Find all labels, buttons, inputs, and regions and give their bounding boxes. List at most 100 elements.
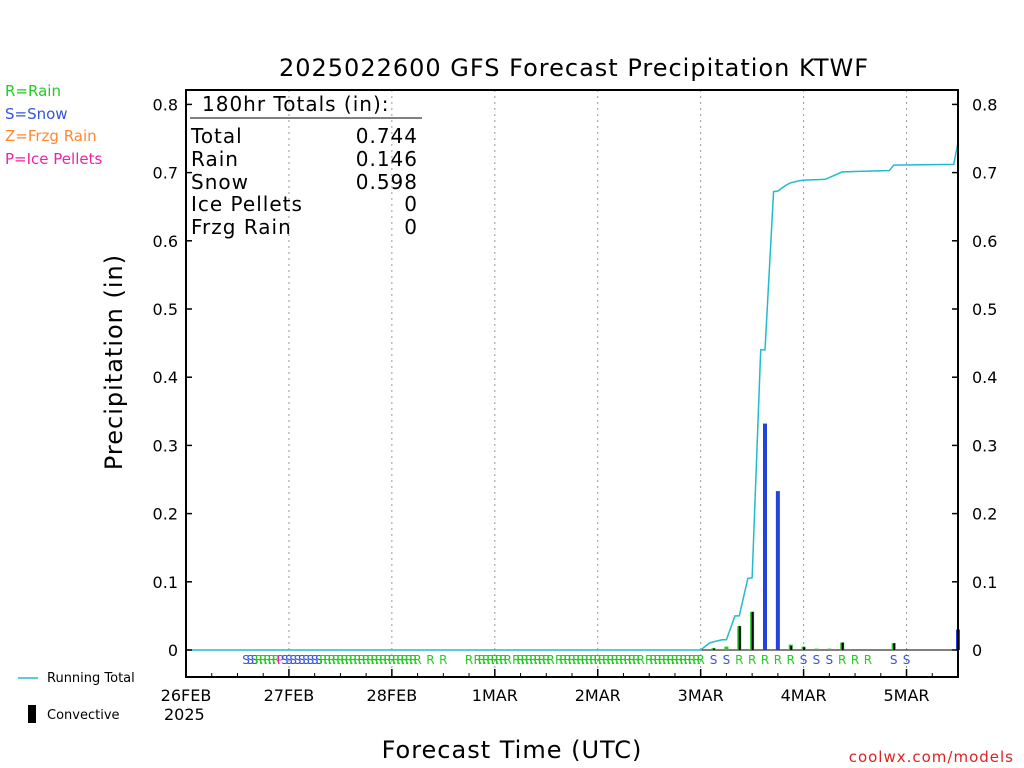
- ptype-letter: R: [388, 653, 396, 667]
- ptype-letter: R: [602, 653, 610, 667]
- ptype-letter: R: [735, 653, 743, 667]
- legend-rain: R=Rain: [5, 82, 61, 100]
- ptype-letter: P: [277, 653, 284, 667]
- ptype-letter: R: [838, 653, 846, 667]
- ptype-letter: R: [512, 653, 520, 667]
- ptype-letter: R: [495, 653, 503, 667]
- ptype-letter: S: [307, 653, 315, 667]
- totals-value-ice-pellets: 0: [404, 192, 418, 216]
- ptype-letter: R: [649, 653, 657, 667]
- precip-bar-rain: [814, 648, 819, 650]
- bar-layer: [711, 423, 960, 650]
- chart-title: 2025022600 GFS Forecast Precipitation KT…: [279, 54, 869, 82]
- ptype-letter: R: [679, 653, 687, 667]
- x-tick-label: 5MAR: [884, 686, 930, 705]
- ptype-letter: R: [632, 653, 640, 667]
- ptype-letter: R: [353, 653, 361, 667]
- y-tick-label-left: 0.1: [153, 573, 178, 592]
- ptype-letter: R: [341, 653, 349, 667]
- ptype-letter: R: [564, 653, 572, 667]
- ptype-letter: R: [319, 653, 327, 667]
- x-tick-label: 26FEB: [161, 686, 212, 705]
- ptype-letter: R: [851, 653, 859, 667]
- totals-label-snow: Snow: [191, 170, 249, 194]
- x-tick-label: 4MAR: [781, 686, 827, 705]
- y-tick-label-left: 0.8: [153, 95, 178, 114]
- ptype-letter: R: [371, 653, 379, 667]
- ptype-letter: R: [486, 653, 494, 667]
- ptype-letter: R: [684, 653, 692, 667]
- ptype-layer: SSSRRRRRPSSSSSSSSSRRRRRRRRRRRRRRRRRRRRRR…: [242, 653, 910, 667]
- ptype-letter: R: [572, 653, 580, 667]
- y-tick-label-right: 0.7: [972, 164, 997, 183]
- ptype-letter: R: [568, 653, 576, 667]
- line-layer: [186, 142, 959, 651]
- ptype-letter: R: [525, 653, 533, 667]
- ptype-letter: R: [336, 653, 344, 667]
- ptype-letter: S: [281, 653, 289, 667]
- y-tick-label-left: 0.5: [153, 300, 178, 319]
- ptype-letter: R: [581, 653, 589, 667]
- legend-freezing-rain: Z=Frzg Rain: [5, 127, 97, 145]
- convective-bar: [803, 647, 806, 650]
- ptype-letter: R: [864, 653, 872, 667]
- ptype-letter: R: [521, 653, 529, 667]
- ptype-letter: R: [671, 653, 679, 667]
- legend-convective: Convective: [47, 708, 120, 723]
- plot-frame: [185, 89, 959, 678]
- y-tick-label-right: 0.1: [972, 573, 997, 592]
- precip-bar-rain: [827, 648, 832, 650]
- y-tick-label-right: 0: [972, 641, 982, 660]
- totals-label-total: Total: [190, 124, 243, 148]
- ptype-letter: R: [263, 653, 271, 667]
- ptype-letter: R: [375, 653, 383, 667]
- running-total-line: [186, 142, 959, 651]
- y-tick-label-right: 0.8: [972, 95, 997, 114]
- ptype-letter: R: [598, 653, 606, 667]
- y-tick-label-right: 0.3: [972, 436, 997, 455]
- ptype-letter: S: [251, 653, 259, 667]
- x-year-label: 2025: [164, 705, 205, 724]
- ptype-letter: R: [666, 653, 674, 667]
- totals-header: 180hr Totals (in):: [202, 92, 390, 116]
- convective-bar: [841, 642, 844, 650]
- ptype-letter: R: [662, 653, 670, 667]
- ptype-letter: R: [323, 653, 331, 667]
- ptype-letter: S: [247, 653, 255, 667]
- totals-value-frzg-rain: 0: [404, 215, 418, 239]
- ptype-letter: R: [692, 653, 700, 667]
- ptype-letter: R: [396, 653, 404, 667]
- precip-bar-rain: [724, 646, 729, 650]
- ptype-letter: R: [473, 653, 481, 667]
- ptype-letter: R: [611, 653, 619, 667]
- ptype-letter: R: [379, 653, 387, 667]
- convective-bar: [751, 611, 754, 650]
- ptype-letter: S: [285, 653, 293, 667]
- ptype-letter: S: [813, 653, 821, 667]
- precip-bar-snow: [763, 423, 767, 650]
- ptype-letter: R: [594, 653, 602, 667]
- ptype-letter: R: [748, 653, 756, 667]
- ptype-letter: S: [294, 653, 302, 667]
- x-tick-label: 28FEB: [367, 686, 418, 705]
- ptype-letter: R: [499, 653, 507, 667]
- x-tick-label: 3MAR: [678, 686, 724, 705]
- ptype-letter: R: [503, 653, 511, 667]
- ptype-letter: R: [349, 653, 357, 667]
- ptype-letter: S: [800, 653, 808, 667]
- ptype-letter: R: [405, 653, 413, 667]
- x-tick-label: 27FEB: [264, 686, 315, 705]
- convective-bar: [738, 626, 741, 650]
- ptype-letter: R: [787, 653, 795, 667]
- ptype-letter: R: [439, 653, 447, 667]
- x-tick-label: 1MAR: [472, 686, 518, 705]
- convective-bar: [893, 643, 896, 650]
- ptype-letter: R: [624, 653, 632, 667]
- y-tick-label-left: 0.3: [153, 436, 178, 455]
- ptype-letter: S: [302, 653, 310, 667]
- ptype-letter: R: [272, 653, 280, 667]
- ptype-letter: R: [589, 653, 597, 667]
- ptype-letter: R: [559, 653, 567, 667]
